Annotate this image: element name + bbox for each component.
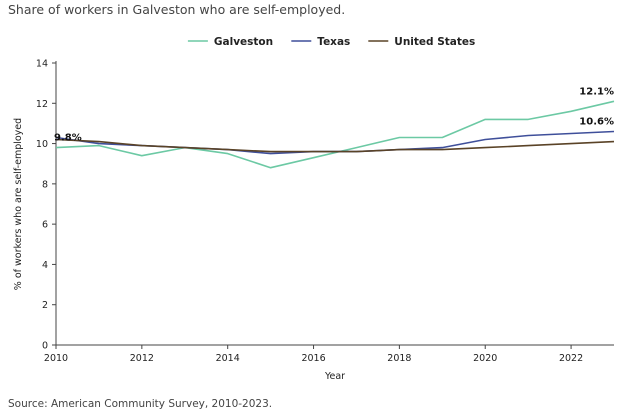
y-tick-label: 4 — [42, 260, 48, 271]
legend-label-galveston: Galveston — [214, 36, 273, 48]
data-label: 10.6% — [579, 116, 614, 127]
y-tick-label: 8 — [42, 179, 48, 190]
axes: 0 2 4 6 8 10 12 14 2010 2012 2014 2016 2018 2020 2022 Y… — [13, 59, 614, 382]
x-tick-label: 2018 — [387, 353, 411, 364]
legend: Galveston Texas United States — [187, 36, 475, 48]
data-labels: 9.8% 12.1% 10.6% — [54, 86, 614, 143]
source-note: Source: American Community Survey, 2010-… — [8, 398, 273, 410]
x-tick-label: 2012 — [130, 353, 154, 364]
x-axis-label: Year — [324, 371, 345, 382]
y-tick-label: 10 — [36, 139, 48, 150]
x-tick-label: 2010 — [44, 353, 68, 364]
data-label: 12.1% — [579, 86, 614, 97]
y-tick-label: 12 — [36, 99, 48, 110]
legend-label-texas: Texas — [317, 36, 350, 48]
series-line-united-states — [55, 138, 615, 153]
series-line-galveston — [55, 100, 615, 169]
chart-title: Share of workers in Galveston who are se… — [8, 2, 346, 17]
y-tick-label: 14 — [36, 59, 48, 70]
x-tick-label: 2016 — [301, 353, 325, 364]
series-lines — [55, 100, 615, 169]
series-line-texas — [55, 130, 615, 155]
legend-label-united-states: United States — [394, 36, 475, 48]
y-tick-label: 2 — [42, 300, 48, 311]
y-tick-label: 0 — [42, 341, 48, 352]
y-tick-label: 6 — [42, 220, 48, 231]
y-axis-label: % of workers who are self-employed — [13, 118, 24, 290]
x-tick-label: 2014 — [216, 353, 240, 364]
data-label: 9.8% — [54, 133, 82, 144]
x-tick-label: 2020 — [473, 353, 497, 364]
x-tick-label: 2022 — [559, 353, 583, 364]
